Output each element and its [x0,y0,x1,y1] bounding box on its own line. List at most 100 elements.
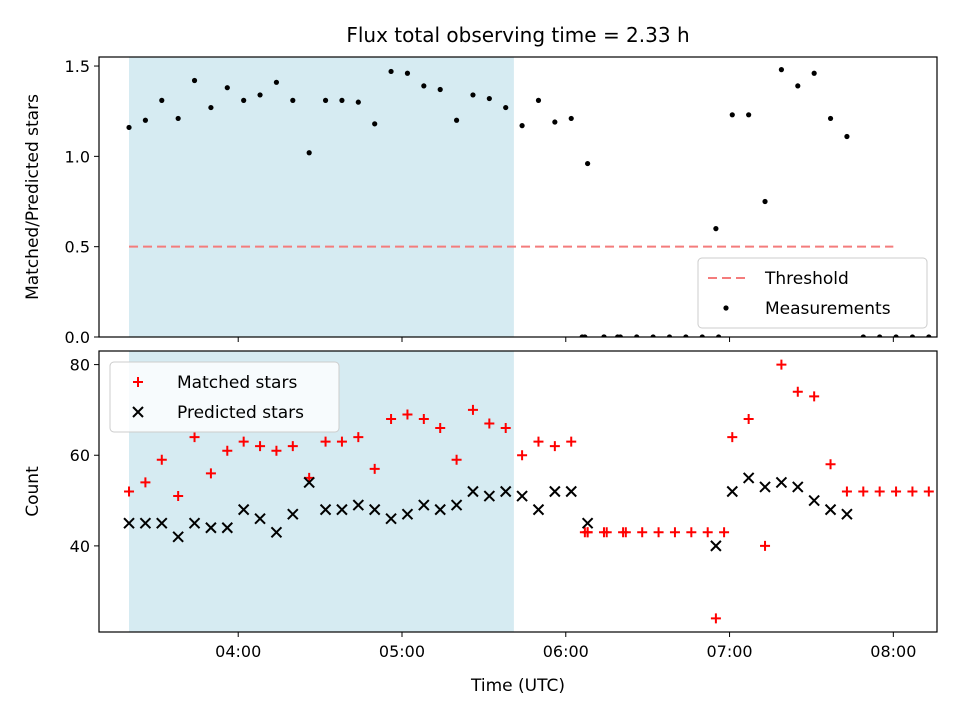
bottom-series-1-point-20 [450,499,463,511]
bottom-series-0-point-14 [353,432,364,443]
bottom-series-1-point-22 [483,490,496,502]
top-series-0-point-45 [778,67,785,73]
top-shaded-span [129,57,514,337]
top-y-axis-label: Matched/Predicted stars [23,94,43,300]
bottom-series-0-point-21 [467,404,478,415]
top-y-tick-label-0: 0.0 [65,328,90,347]
bottom-series-1-point-7 [237,503,250,516]
top-axes-frame [98,56,938,338]
bottom-series-1-point-37 [841,508,853,520]
top-series-0-point-14 [355,99,361,105]
bottom-series-1-point-9 [270,526,283,538]
top-series-0-point-10 [290,97,296,103]
top-series-0-point-8 [257,92,263,98]
bottom-series-0-point-16 [386,413,397,424]
bottom-series-0-point-26 [549,441,560,452]
top-series-0-point-15 [372,121,378,127]
top-series-0-point-12 [322,97,329,103]
bottom-series-1-point-35 [808,494,820,507]
top-series-0-point-46 [795,83,801,89]
bottom-series-1-point-18 [418,499,430,511]
bottom-series-0-point-24 [517,450,528,461]
bottom-y-tick-label-2: 80 [70,356,90,375]
top-series-0-point-21 [470,92,476,98]
top-series-0-point-17 [404,70,411,76]
top-series-0-point-24 [519,123,525,129]
bottom-series-0-point-5 [205,468,216,479]
top-series-0-point-16 [388,68,394,75]
top-legend-label-0: Threshold [764,269,849,289]
top-series-0-point-6 [224,85,230,91]
bottom-series-1-point-8 [254,512,266,525]
bottom-series-0-point-19 [435,423,446,434]
bottom-series-0-point-8 [255,441,266,452]
top-series-0-point-42 [729,112,735,118]
bottom-series-1-point-28 [581,517,594,529]
top-series-0-point-53 [909,334,916,337]
bottom-series-1-point-30 [726,485,738,498]
bottom-legend-label-1: Predicted stars [177,403,304,423]
top-series-0-point-4 [191,77,198,84]
bottom-legend: Matched stars Predicted stars [109,361,340,433]
top-series-0-point-39 [699,334,705,337]
top-legend-box [697,257,928,329]
bottom-series-0-point-18 [418,413,429,424]
bottom-series-1-point-16 [385,512,397,525]
bottom-series-1-point-11 [303,476,315,489]
top-y-tick-label-3: 1.5 [65,57,90,76]
bottom-series-1-point-13 [336,503,348,516]
top-series-0-point-0 [126,124,132,131]
top-series-0-point-25 [535,97,542,103]
bottom-series-0-point-4 [189,432,200,443]
top-series-0-point-9 [273,79,280,85]
top-series-0-point-40 [716,334,722,337]
bottom-series-0-point-39 [702,527,713,538]
bottom-series-0-point-35 [637,527,648,538]
x-tick-label-0: 04:00 [215,642,261,661]
top-series-0-point-34 [617,334,623,337]
bottom-series-0-point-52 [891,486,902,497]
top-legend-swatch-1 [723,305,729,311]
top-series-0-point-23 [503,104,509,111]
bottom-series-0-point-42 [727,432,738,443]
bottom-series-0-point-31 [582,527,593,538]
chart-title: Flux total observing time = 2.33 h [346,23,689,47]
top-series-0-point-7 [241,97,247,103]
bottom-plot-area [123,359,934,624]
bottom-legend-swatch-1 [132,406,144,418]
top-plot-area [126,67,932,337]
top-series-0-point-37 [666,334,673,337]
bottom-series-0-point-37 [669,527,680,538]
top-series-0-point-36 [650,334,656,337]
bottom-series-0-point-41 [710,613,721,624]
bottom-series-0-point-15 [369,463,380,474]
bottom-series-1-point-23 [500,485,512,498]
bottom-series-1-point-32 [759,481,771,493]
bottom-series-0-point-54 [923,486,934,497]
bottom-legend-box [109,361,340,433]
bottom-y-tick-label-1: 60 [70,446,90,465]
bottom-series-0-point-20 [451,454,462,465]
top-series-0-point-50 [860,334,866,337]
bottom-series-1-point-36 [824,503,837,516]
bottom-y-tick-label-0: 40 [70,537,90,556]
bottom-series-1-point-0 [123,517,135,529]
top-series-0-point-49 [844,133,850,140]
top-series-0-point-22 [486,95,492,102]
top-series-0-point-18 [421,83,427,89]
bottom-series-0-point-34 [620,527,631,538]
bottom-series-0-point-0 [124,486,135,497]
bottom-series-0-point-3 [173,491,184,502]
bottom-series-0-point-36 [653,527,664,538]
bottom-series-0-point-12 [320,436,331,447]
bottom-series-0-point-13 [336,436,347,447]
bottom-axes-frame [98,350,938,633]
bottom-series-0-point-2 [156,454,167,465]
bottom-series-0-point-45 [776,359,787,370]
bottom-series-0-point-23 [500,423,511,434]
bottom-series-0-point-32 [601,527,612,538]
top-series-0-point-2 [159,97,165,103]
bottom-series-0-point-7 [238,436,249,447]
top-series-0-point-13 [339,97,345,103]
